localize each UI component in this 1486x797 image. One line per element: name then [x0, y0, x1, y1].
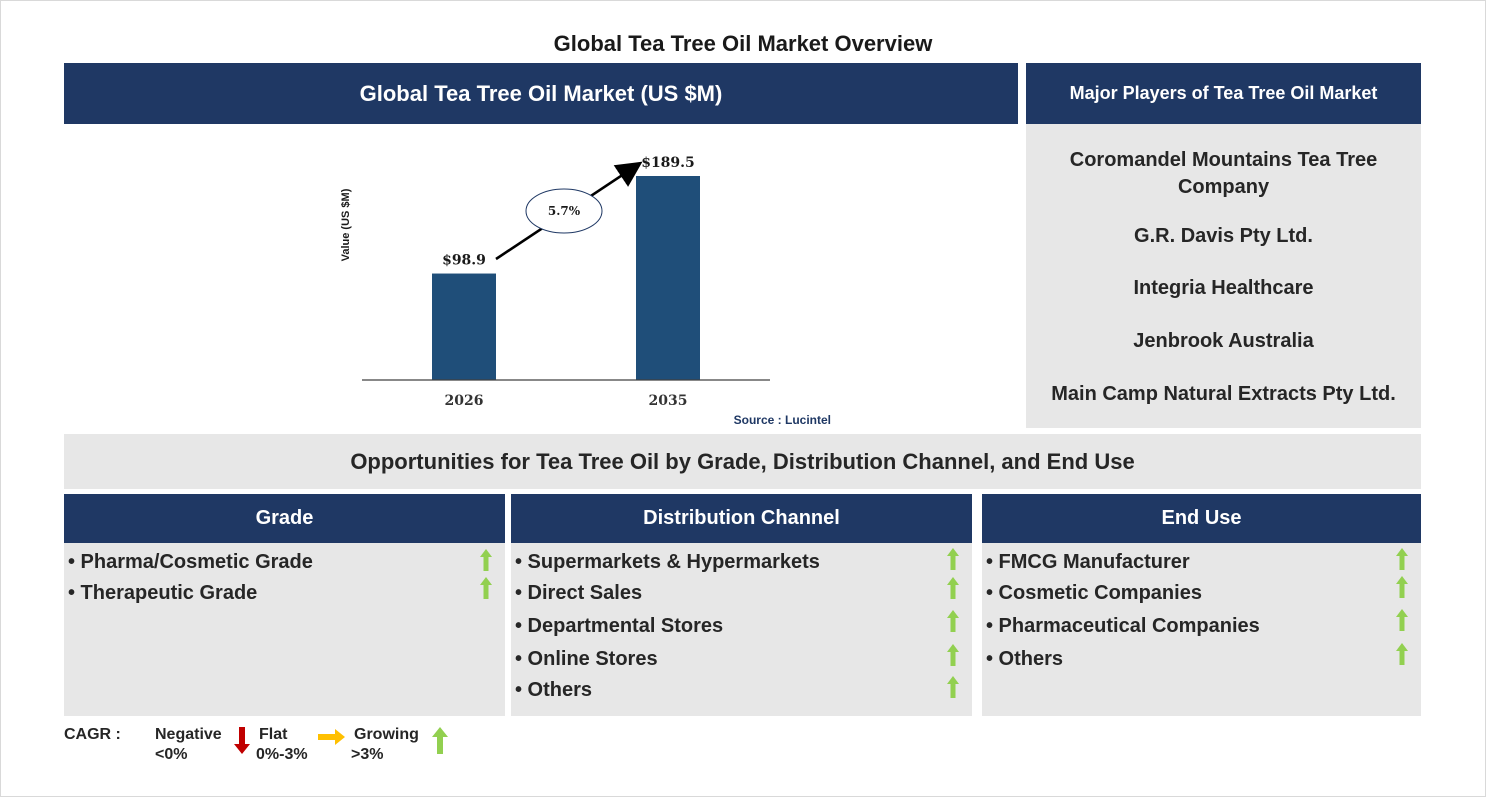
opportunities-title: Opportunities for Tea Tree Oil by Grade,… [64, 434, 1421, 489]
segment-item: • Others [986, 648, 1064, 670]
growing-arrow-icon [1396, 643, 1408, 665]
bars-group: $98.9 2026 $189.5 2035 [432, 155, 700, 409]
bar-2026 [432, 273, 496, 380]
bar-value-label: $189.5 [641, 155, 695, 171]
segment-panel-grade: • Pharma/Cosmetic Grade • Therapeutic Gr… [64, 543, 505, 716]
segment-header-distribution-channel: Distribution Channel [511, 494, 972, 543]
segment-item: • Departmental Stores [515, 615, 724, 637]
chart-source: Source : Lucintel [734, 413, 831, 427]
legend-negative-label: Negative [155, 726, 222, 743]
growing-arrow-icon [480, 549, 492, 571]
growing-arrow-icon [947, 644, 959, 666]
x-tick-label: 2026 [445, 393, 484, 409]
growing-arrow-icon [947, 577, 959, 599]
segment-item: • Others [515, 679, 593, 701]
player-item: G.R. Davis Pty Ltd. [1134, 225, 1313, 247]
cagr-label: 5.7% [548, 204, 581, 218]
segment-header-end-use: End Use [982, 494, 1421, 543]
growing-arrow-icon [1396, 609, 1408, 631]
growing-arrow-icon [480, 577, 492, 599]
cagr-bubble [525, 188, 603, 234]
players-header: Major Players of Tea Tree Oil Market [1026, 63, 1421, 124]
bar-value-label: $98.9 [442, 253, 486, 269]
segment-item: • Online Stores [515, 648, 658, 670]
growing-arrow-icon [1396, 576, 1408, 598]
segment-item: • Therapeutic Grade [68, 582, 258, 604]
growing-arrow-icon [947, 610, 959, 632]
player-item: Jenbrook Australia [1133, 330, 1314, 352]
segment-item: • Pharma/Cosmetic Grade [68, 551, 313, 573]
growing-arrow-icon [947, 676, 959, 698]
segment-item: • Pharmaceutical Companies [986, 615, 1260, 637]
player-item: Integria Healthcare [1133, 277, 1314, 299]
segment-panel-end-use: • FMCG Manufacturer • Cosmetic Companies… [982, 543, 1421, 716]
players-panel: Coromandel Mountains Tea Tree Company G.… [1026, 124, 1421, 428]
segment-item: • Cosmetic Companies [986, 582, 1202, 604]
market-bar-chart: Value (US $M) $98.9 2026 $189.5 2035 5.7% S… [340, 155, 831, 427]
player-item: Coromandel Mountains Tea Tree Company [1069, 149, 1378, 198]
flat-arrow-icon [318, 729, 345, 745]
x-tick-label: 2035 [649, 393, 688, 409]
bar-2035 [636, 176, 700, 380]
player-item: Main Camp Natural Extracts Pty Ltd. [1051, 383, 1396, 405]
segment-item: • FMCG Manufacturer [986, 551, 1190, 573]
page-title: Global Tea Tree Oil Market Overview [553, 31, 933, 56]
growing-arrow-icon [432, 727, 448, 754]
legend-flat-label: Flat [259, 726, 288, 743]
segment-header-grade: Grade [64, 494, 505, 543]
segment-panel-distribution-channel: • Supermarkets & Hypermarkets • Direct S… [511, 543, 972, 716]
growing-arrow-icon [947, 548, 959, 570]
segment-item: • Supermarkets & Hypermarkets [515, 551, 820, 573]
legend-negative-range: <0% [155, 746, 188, 763]
legend-cagr-label: CAGR : [64, 726, 121, 743]
legend-growing-range: >3% [351, 746, 384, 763]
negative-arrow-icon [234, 727, 250, 754]
market-chart-header: Global Tea Tree Oil Market (US $M) [64, 63, 1018, 124]
y-axis-label: Value (US $M) [340, 188, 352, 261]
segment-item: • Direct Sales [515, 582, 643, 604]
legend-flat-range: 0%-3% [256, 746, 308, 763]
growing-arrow-icon [1396, 548, 1408, 570]
legend-growing-label: Growing [354, 726, 419, 743]
